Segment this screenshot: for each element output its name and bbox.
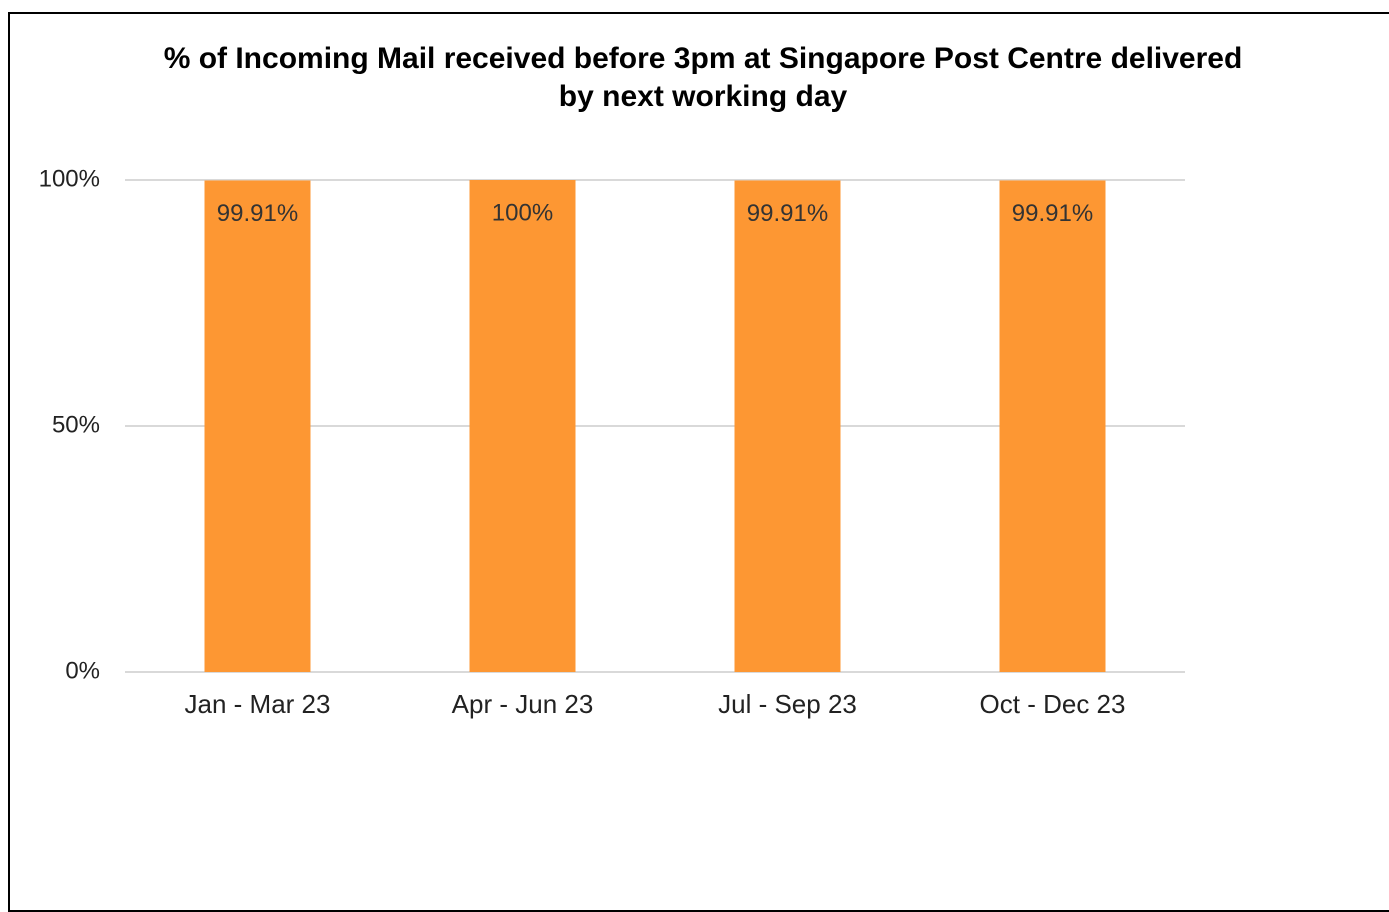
bar bbox=[469, 180, 576, 672]
x-tick-label: Apr - Jun 23 bbox=[452, 689, 594, 719]
x-tick-label: Oct - Dec 23 bbox=[980, 689, 1126, 719]
y-tick-label: 50% bbox=[52, 411, 100, 438]
bar bbox=[734, 180, 841, 672]
y-tick-label: 100% bbox=[39, 165, 100, 192]
chart-title: % of Incoming Mail received before 3pm a… bbox=[163, 42, 1243, 113]
page: % of Incoming Mail received before 3pm a… bbox=[8, 12, 1389, 912]
x-tick-label: Jan - Mar 23 bbox=[185, 689, 331, 719]
y-tick-label: 0% bbox=[65, 657, 100, 684]
bar bbox=[999, 180, 1106, 672]
bar bbox=[204, 180, 311, 672]
value-label: 100% bbox=[492, 199, 553, 226]
value-label: 99.91% bbox=[747, 200, 828, 227]
value-label: 99.91% bbox=[217, 200, 298, 227]
value-label: 99.91% bbox=[1012, 200, 1093, 227]
chart: 0% 50% 100% 99.91% Jan - Mar 23 100% Apr - Jun… bbox=[39, 165, 1185, 719]
x-tick-label: Jul - Sep 23 bbox=[718, 689, 857, 719]
